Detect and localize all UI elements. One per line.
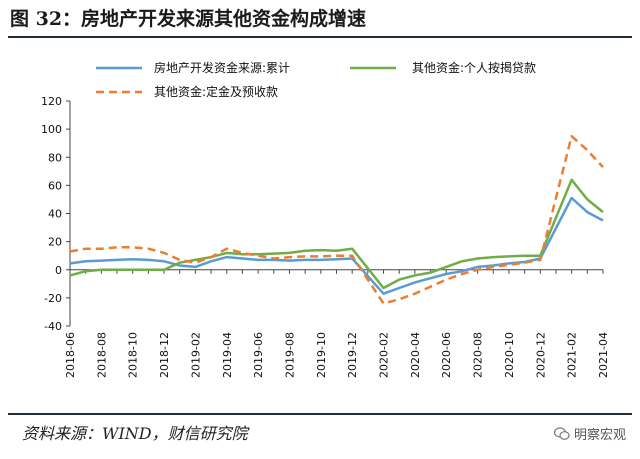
y-tick-label: 0 bbox=[55, 264, 62, 277]
x-tick-label: 2019-12 bbox=[346, 332, 359, 378]
x-tick-label: 2020-02 bbox=[378, 332, 391, 378]
legend-label-3: 其他资金:定金及预收款 bbox=[154, 84, 278, 99]
line-chart: -40 -20 0 20 40 60 80 100 120 2018-06 2018-08 2018-… bbox=[41, 60, 610, 378]
x-tick-label: 2021-02 bbox=[566, 332, 579, 378]
x-tick-label: 2020-08 bbox=[472, 332, 485, 378]
figure-title: 图 32：房地产开发来源其他资金构成增速 bbox=[10, 8, 367, 30]
x-tick-label: 2020-06 bbox=[440, 332, 453, 378]
x-tick-label: 2018-06 bbox=[64, 332, 77, 378]
x-tick-label: 2019-04 bbox=[221, 332, 234, 378]
y-tick-label: -40 bbox=[44, 320, 62, 333]
series-line-3 bbox=[69, 134, 604, 305]
legend-label-2: 其他资金:个人按揭贷款 bbox=[412, 60, 536, 75]
y-tick-label: 60 bbox=[48, 179, 62, 192]
y-tick-label: 100 bbox=[41, 123, 62, 136]
y-tick-label: -20 bbox=[44, 292, 62, 305]
y-tick-label: 80 bbox=[48, 151, 62, 164]
legend-label-1: 房地产开发资金来源:累计 bbox=[154, 60, 290, 75]
x-tick-label: 2020-12 bbox=[534, 332, 547, 378]
source-note: 资料来源：WIND，财信研究院 bbox=[22, 424, 248, 443]
watermark: 明察宏观 bbox=[553, 424, 626, 443]
x-tick-label: 2021-04 bbox=[597, 332, 610, 378]
x-tick-label: 2019-02 bbox=[189, 332, 202, 378]
y-tick-label: 120 bbox=[41, 95, 62, 108]
footer-divider bbox=[8, 413, 632, 415]
watermark-text: 明察宏观 bbox=[573, 428, 626, 443]
y-tick-label: 20 bbox=[48, 236, 62, 249]
wechat-icon bbox=[553, 426, 570, 440]
x-tick-label: 2020-04 bbox=[409, 332, 422, 378]
x-tick-label: 2019-10 bbox=[315, 332, 328, 378]
x-tick-label: 2018-12 bbox=[158, 332, 171, 378]
title-divider bbox=[8, 36, 632, 38]
series-line-1 bbox=[69, 196, 604, 295]
x-tick-label: 2018-08 bbox=[95, 332, 108, 378]
x-tick-label: 2019-08 bbox=[283, 332, 296, 378]
series-line-2 bbox=[69, 178, 604, 290]
y-tick-label: 40 bbox=[48, 208, 62, 221]
x-tick-label: 2019-06 bbox=[252, 332, 265, 378]
x-tick-label: 2018-10 bbox=[127, 332, 140, 378]
x-tick-label: 2020-10 bbox=[503, 332, 516, 378]
